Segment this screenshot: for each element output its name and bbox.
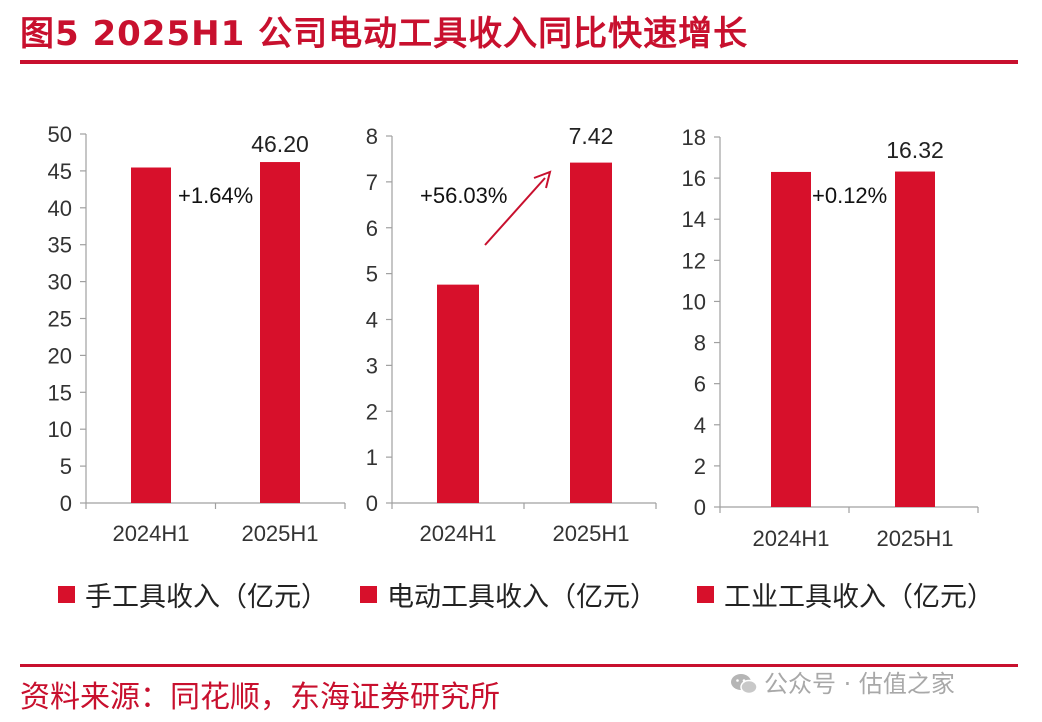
source-note: 资料来源：同花顺，东海证券研究所 (20, 680, 500, 715)
y-tick-label: 12 (682, 248, 706, 273)
y-tick-label: 2 (366, 399, 378, 424)
bar (131, 167, 171, 504)
legend-label: 手工具收入（亿元） (85, 582, 328, 613)
category-label: 2025H1 (241, 521, 318, 546)
legend-label: 工业工具收入（亿元） (724, 582, 994, 613)
y-tick-label: 30 (48, 270, 72, 295)
y-tick-label: 6 (694, 372, 706, 397)
y-tick-label: 2 (694, 454, 706, 479)
legend-swatch (697, 586, 714, 603)
bar (771, 171, 811, 507)
y-tick-label: 20 (48, 343, 72, 368)
y-tick-label: 5 (366, 262, 378, 287)
source-rule (20, 664, 1018, 667)
y-tick-label: 5 (60, 454, 72, 479)
y-tick-label: 45 (48, 159, 72, 184)
category-label: 2024H1 (112, 521, 189, 546)
bar (437, 284, 479, 503)
bar (570, 162, 612, 504)
legend-item-industrial-tools: 工业工具收入（亿元） (697, 575, 994, 614)
legend-swatch (360, 586, 377, 603)
y-tick-label: 8 (366, 124, 378, 149)
data-label: 16.32 (886, 137, 944, 163)
y-tick-label: 40 (48, 196, 72, 221)
wechat-icon (731, 674, 758, 695)
data-label: 46.20 (251, 131, 309, 157)
y-tick-label: 25 (48, 307, 72, 332)
y-tick-label: 6 (366, 216, 378, 241)
y-tick-label: 16 (682, 166, 706, 191)
growth-annotation: +0.12% (812, 183, 887, 208)
y-tick-label: 14 (682, 207, 706, 232)
y-tick-label: 10 (682, 289, 706, 314)
figure-title: 图5 2025H1 公司电动工具收入同比快速增长 (20, 14, 749, 54)
category-label: 2024H1 (752, 526, 829, 551)
legend-swatch (58, 586, 75, 603)
y-tick-label: 3 (366, 353, 378, 378)
growth-annotation: +56.03% (420, 183, 507, 208)
category-label: 2025H1 (876, 526, 953, 551)
y-tick-label: 50 (48, 122, 72, 147)
y-tick-label: 10 (48, 417, 72, 442)
data-label: 7.42 (569, 123, 614, 149)
title-rule (20, 60, 1018, 64)
y-tick-label: 8 (694, 331, 706, 356)
y-tick-label: 1 (366, 445, 378, 470)
growth-annotation: +1.64% (178, 183, 253, 208)
watermark: 公众号 · 估值之家 (764, 670, 955, 698)
category-label: 2025H1 (552, 521, 629, 546)
y-tick-label: 35 (48, 233, 72, 258)
y-tick-label: 7 (366, 170, 378, 195)
growth-arrow (484, 177, 546, 246)
bar (260, 162, 300, 503)
y-tick-label: 0 (366, 491, 378, 516)
y-tick-label: 0 (694, 495, 706, 520)
legend-item-power-tools: 电动工具收入（亿元） (360, 575, 657, 614)
category-label: 2024H1 (419, 521, 496, 546)
legend-item-hand-tools: 手工具收入（亿元） (58, 575, 328, 614)
y-tick-label: 4 (694, 413, 706, 438)
y-tick-label: 0 (60, 491, 72, 516)
y-tick-label: 15 (48, 380, 72, 405)
legend-label: 电动工具收入（亿元） (387, 582, 657, 613)
growth-arrow-head (533, 170, 552, 189)
y-tick-label: 4 (366, 308, 378, 333)
y-tick-label: 18 (682, 125, 706, 150)
bar (895, 171, 935, 508)
